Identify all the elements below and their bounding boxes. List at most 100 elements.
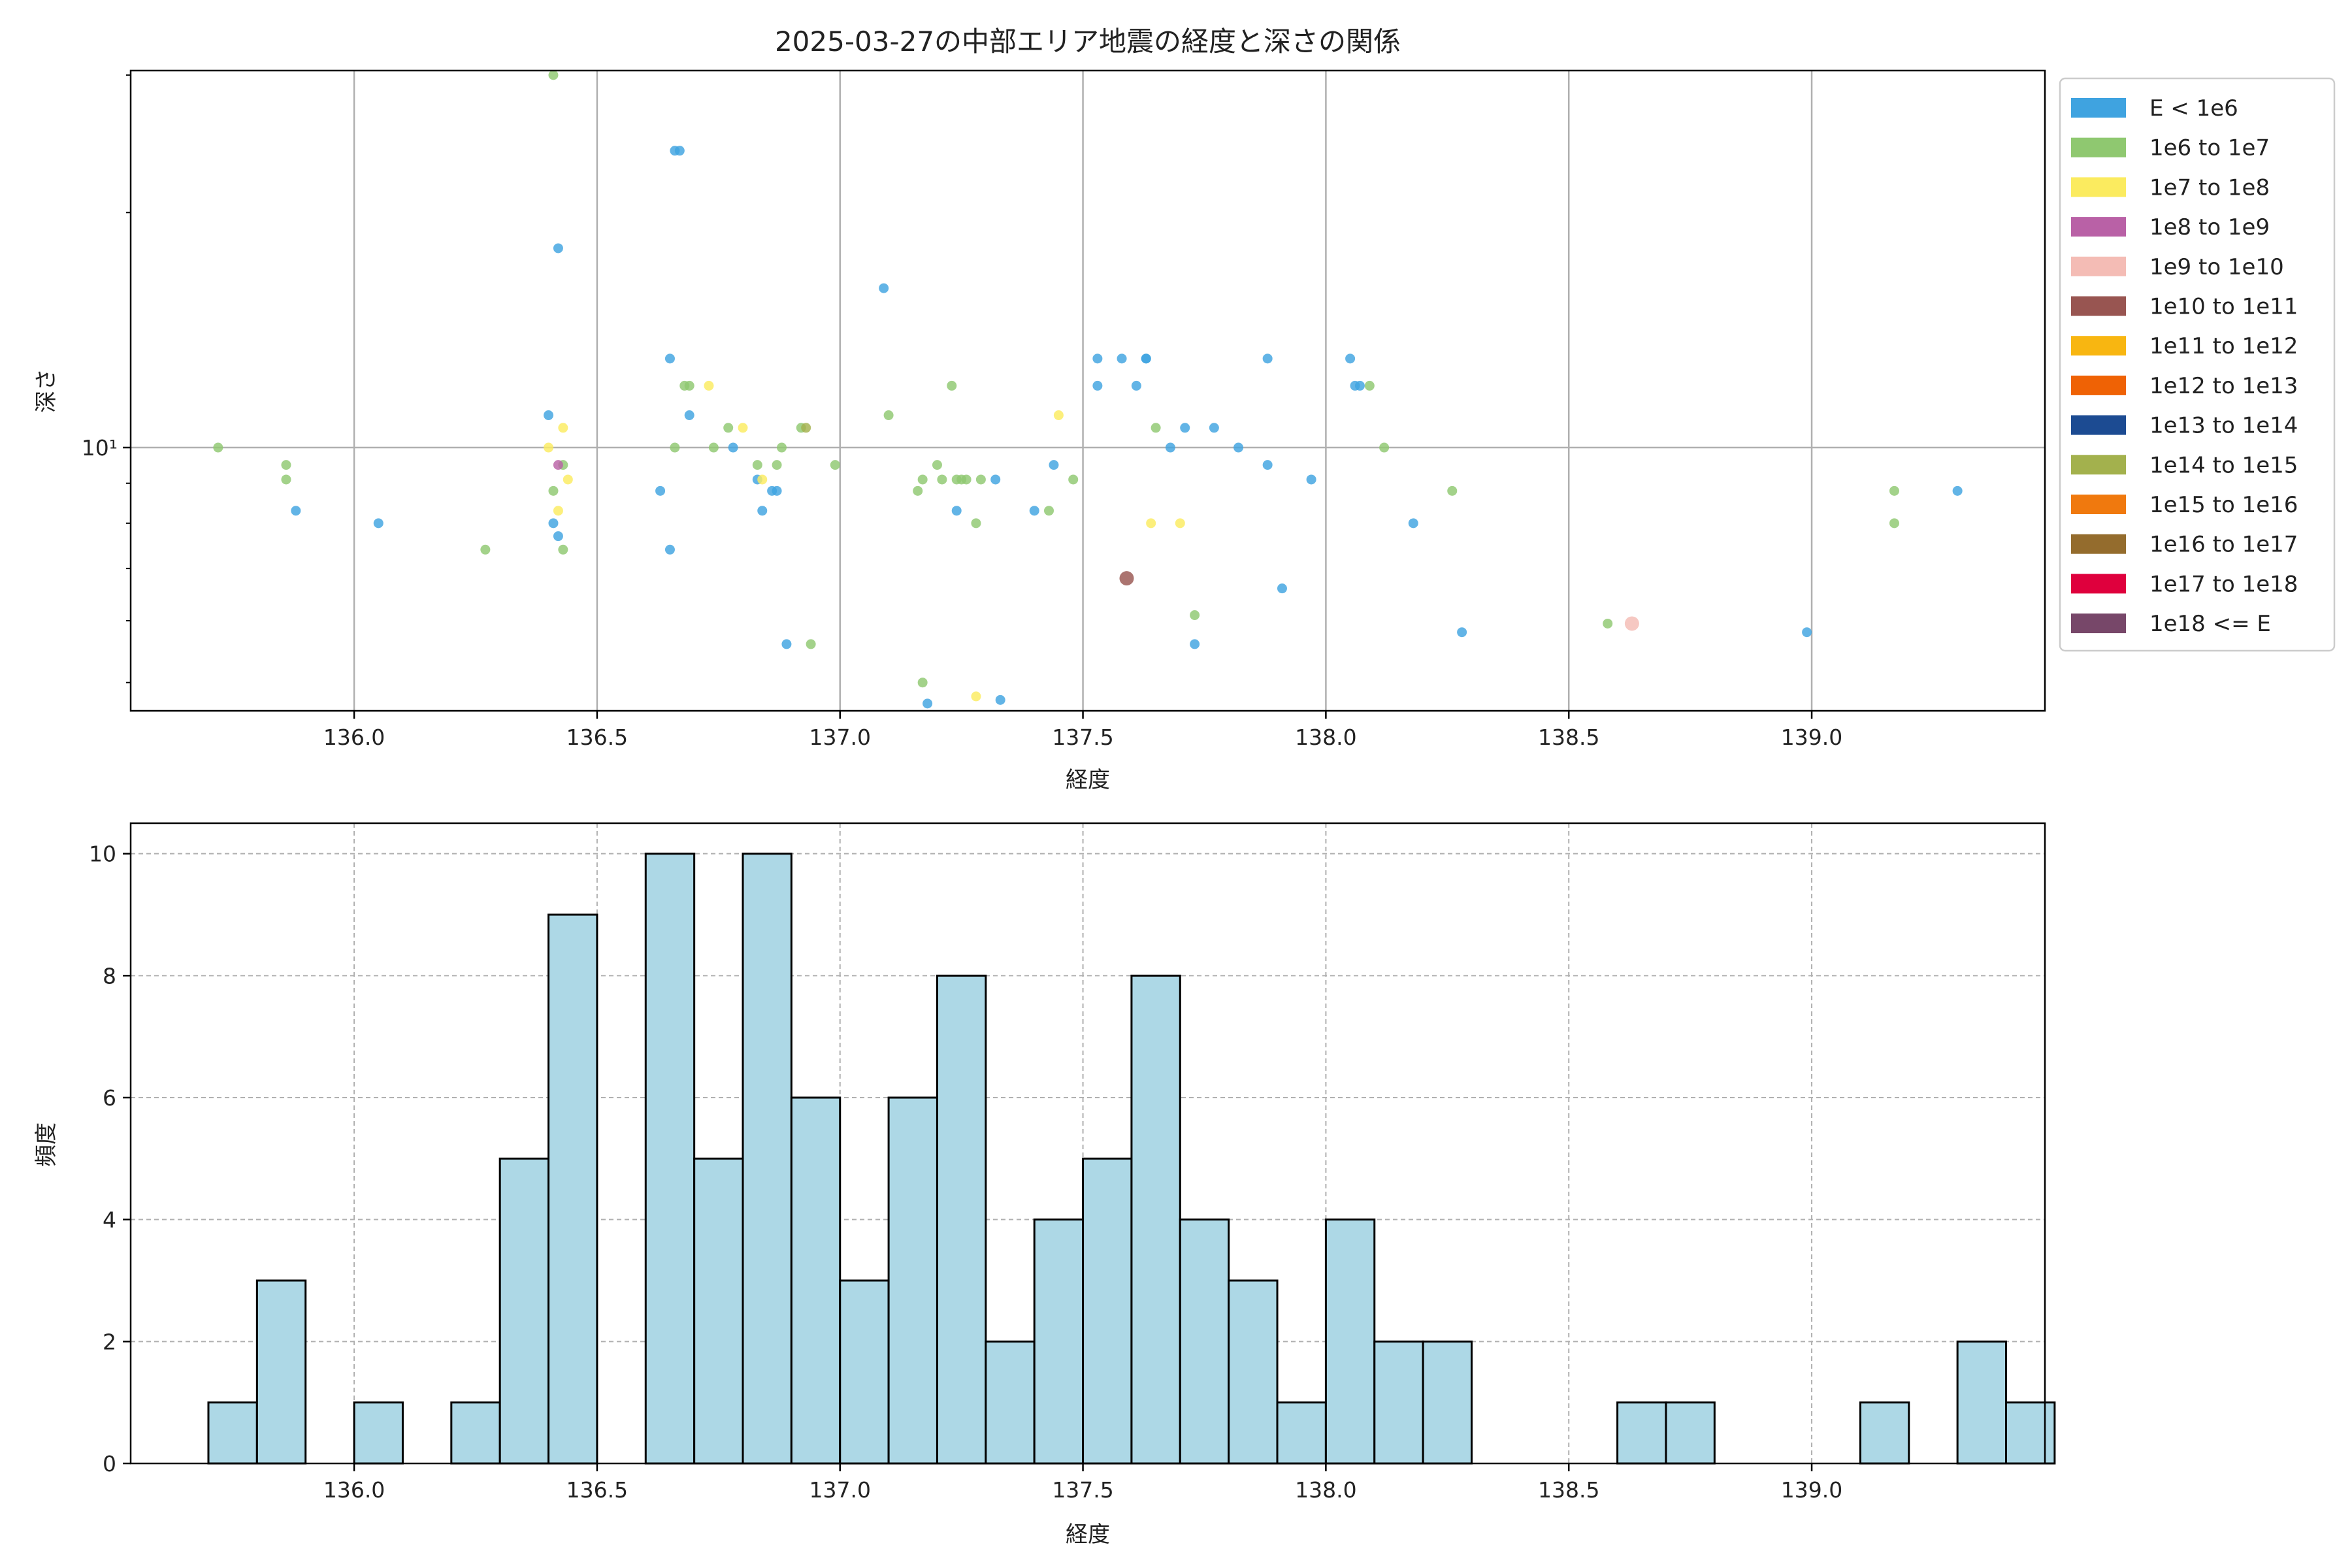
scatter-point xyxy=(674,146,685,156)
scatter-point xyxy=(1151,423,1161,433)
legend-swatch xyxy=(2071,495,2126,514)
scatter-x-tick-label: 139.0 xyxy=(1781,725,1842,750)
scatter-point xyxy=(723,423,734,433)
scatter-point xyxy=(947,380,957,391)
hist-bar xyxy=(1616,1401,1667,1465)
hist-y-tick-label: 6 xyxy=(103,1085,116,1111)
scatter-point xyxy=(1262,460,1273,470)
scatter-point xyxy=(776,442,787,453)
scatter-point xyxy=(1262,353,1273,364)
scatter-point xyxy=(830,460,840,470)
scatter-point xyxy=(213,442,223,453)
scatter-point xyxy=(1190,639,1200,649)
scatter-point xyxy=(913,485,923,496)
scatter-point xyxy=(281,474,291,485)
hist-x-tick-label: 137.0 xyxy=(809,1477,870,1503)
legend-label: 1e17 to 1e18 xyxy=(2149,571,2298,597)
scatter-point xyxy=(1889,518,1899,529)
hist-bar xyxy=(1130,974,1181,1465)
scatter-point xyxy=(684,410,694,421)
legend-swatch xyxy=(2071,98,2126,118)
scatter-point xyxy=(684,380,694,391)
scatter-title: 2025-03-27の中部エリア地震の経度と深さの関係 xyxy=(775,25,1401,57)
scatter-point xyxy=(738,423,748,433)
hist-bar xyxy=(1665,1401,1716,1465)
scatter-point xyxy=(1053,410,1064,421)
scatter-point xyxy=(728,442,738,453)
legend-label: 1e8 to 1e9 xyxy=(2149,214,2270,240)
scatter-point xyxy=(1457,627,1467,638)
scatter-point xyxy=(932,460,942,470)
scatter-point xyxy=(1277,583,1287,594)
scatter-point xyxy=(879,283,889,293)
legend-label: E < 1e6 xyxy=(2149,95,2238,122)
scatter-point xyxy=(971,518,981,529)
scatter-point xyxy=(937,474,947,485)
scatter-point xyxy=(1624,616,1639,631)
scatter-point xyxy=(373,518,384,529)
scatter-point xyxy=(757,506,768,516)
legend-swatch xyxy=(2071,217,2126,237)
scatter-point xyxy=(544,410,554,421)
legend-swatch xyxy=(2071,177,2126,197)
scatter-point xyxy=(558,423,568,433)
hist-x-tick-label: 136.5 xyxy=(566,1477,628,1503)
hist-bar xyxy=(742,853,792,1465)
scatter-point xyxy=(995,694,1005,705)
scatter-point xyxy=(757,474,768,485)
hist-bar xyxy=(1276,1401,1327,1465)
scatter-point xyxy=(553,460,563,470)
scatter-point xyxy=(291,506,301,516)
legend-box xyxy=(2059,77,2336,652)
legend-label: 1e7 to 1e8 xyxy=(2149,174,2270,201)
scatter-point xyxy=(548,70,559,80)
scatter-x-tick-label: 136.0 xyxy=(323,725,385,750)
legend-swatch xyxy=(2071,336,2126,356)
hist-x-tick-label: 136.0 xyxy=(323,1477,385,1503)
legend-swatch xyxy=(2071,574,2126,594)
hist-bar xyxy=(839,1279,890,1465)
legend-label: 1e18 <= E xyxy=(2149,611,2271,637)
scatter-point xyxy=(1165,442,1175,453)
scatter-point xyxy=(553,506,563,516)
legend-swatch xyxy=(2071,613,2126,634)
legend-swatch xyxy=(2071,415,2126,435)
scatter-point xyxy=(961,474,972,485)
legend-swatch xyxy=(2071,455,2126,475)
hist-y-tick-label: 8 xyxy=(103,963,116,988)
hist-bar xyxy=(790,1096,841,1465)
scatter-point xyxy=(563,474,573,485)
scatter-point xyxy=(664,353,675,364)
hist-bar xyxy=(450,1401,501,1465)
hist-y-tick-label: 4 xyxy=(103,1207,116,1233)
legend-swatch xyxy=(2071,256,2126,276)
hist-x-tick-label: 139.0 xyxy=(1781,1477,1842,1503)
hist-x-tick-label: 138.5 xyxy=(1538,1477,1599,1503)
hist-plot-frame xyxy=(129,822,2046,1465)
scatter-point xyxy=(1092,380,1103,391)
hist-bar xyxy=(936,974,987,1465)
scatter-point xyxy=(917,474,928,485)
scatter-point xyxy=(1952,485,1963,496)
legend-label: 1e12 to 1e13 xyxy=(2149,373,2298,399)
scatter-y-label: 深さ xyxy=(33,368,59,413)
scatter-point xyxy=(281,460,291,470)
scatter-point xyxy=(1141,353,1151,364)
scatter-point xyxy=(1354,380,1365,391)
scatter-point xyxy=(1068,474,1079,485)
hist-y-label: 頻度 xyxy=(33,1122,59,1167)
legend-label: 1e11 to 1e12 xyxy=(2149,333,2298,359)
hist-y-tick-label: 10 xyxy=(89,841,116,867)
hist-bar xyxy=(1228,1279,1279,1465)
scatter-point xyxy=(553,243,563,253)
scatter-gridlines xyxy=(131,71,2045,711)
scatter-point xyxy=(1889,485,1899,496)
scatter-point xyxy=(708,442,719,453)
scatter-point xyxy=(801,423,811,433)
hist-bars xyxy=(207,853,2056,1465)
hist-x-axis: 136.0 136.5 137.0 137.5 138.0 138.5 139.0 xyxy=(323,1463,1842,1503)
legend-label: 1e16 to 1e17 xyxy=(2149,532,2298,558)
scatter-point xyxy=(1092,353,1103,364)
hist-bar xyxy=(1033,1218,1085,1465)
